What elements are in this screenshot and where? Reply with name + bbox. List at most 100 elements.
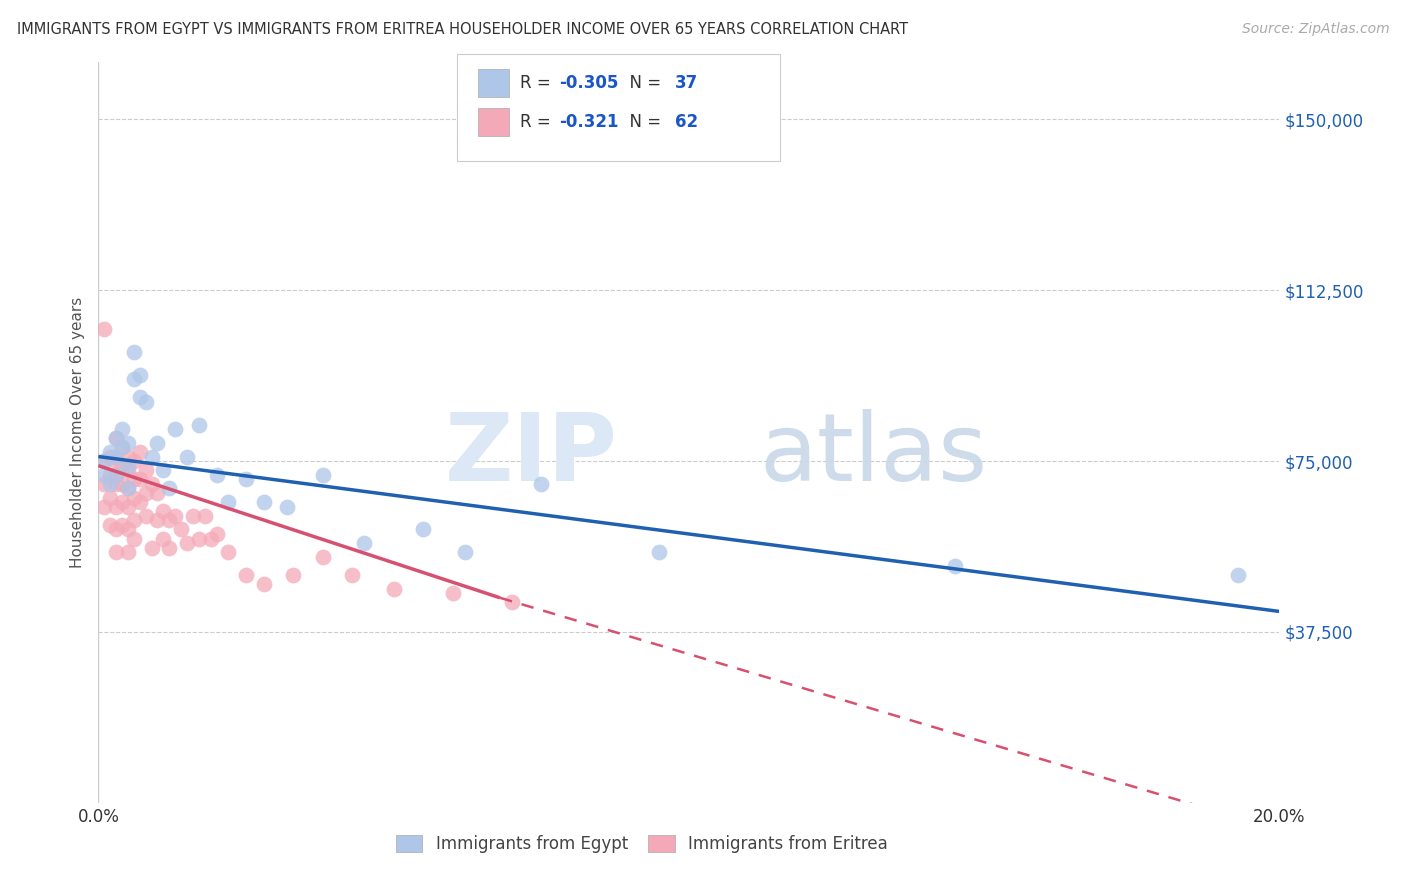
- Legend: Immigrants from Egypt, Immigrants from Eritrea: Immigrants from Egypt, Immigrants from E…: [388, 826, 896, 861]
- Point: [181, 508, 204, 523]
- Point: [122, 372, 145, 386]
- Point: [122, 344, 145, 359]
- Point: [135, 508, 157, 523]
- Point: [152, 504, 174, 518]
- Text: R =: R =: [520, 113, 557, 131]
- Point: [98, 517, 121, 532]
- Point: [105, 467, 128, 482]
- Point: [187, 417, 209, 432]
- Point: [105, 431, 128, 445]
- Point: [176, 450, 198, 464]
- Point: [441, 586, 464, 600]
- Text: ZIP: ZIP: [446, 409, 619, 500]
- Point: [128, 472, 150, 486]
- Point: [105, 500, 128, 514]
- Point: [412, 523, 434, 537]
- Text: IMMIGRANTS FROM EGYPT VS IMMIGRANTS FROM ERITREA HOUSEHOLDER INCOME OVER 65 YEAR: IMMIGRANTS FROM EGYPT VS IMMIGRANTS FROM…: [17, 22, 908, 37]
- Point: [453, 545, 475, 559]
- Point: [117, 523, 139, 537]
- Point: [141, 450, 163, 464]
- Point: [111, 422, 134, 436]
- Point: [152, 532, 174, 546]
- Point: [194, 508, 217, 523]
- Point: [141, 541, 163, 555]
- Point: [128, 495, 150, 509]
- Point: [98, 476, 121, 491]
- Point: [146, 486, 169, 500]
- Point: [353, 536, 375, 550]
- Point: [648, 545, 671, 559]
- Point: [235, 472, 257, 486]
- Point: [253, 577, 276, 591]
- Point: [117, 458, 139, 473]
- Point: [157, 482, 180, 496]
- Point: [111, 517, 134, 532]
- Point: [111, 441, 134, 455]
- Point: [111, 441, 134, 455]
- Text: 37: 37: [675, 74, 699, 92]
- Y-axis label: Householder Income Over 65 years: Householder Income Over 65 years: [69, 297, 84, 568]
- Point: [176, 536, 198, 550]
- Point: [117, 482, 139, 496]
- Point: [146, 513, 169, 527]
- Point: [105, 476, 128, 491]
- Point: [165, 422, 187, 436]
- Point: [157, 513, 180, 527]
- Point: [98, 491, 121, 505]
- Point: [217, 495, 239, 509]
- Point: [93, 467, 115, 482]
- Point: [382, 582, 405, 596]
- Point: [117, 463, 139, 477]
- Point: [501, 595, 523, 609]
- Point: [205, 527, 228, 541]
- Point: [141, 476, 163, 491]
- Point: [111, 458, 134, 473]
- Point: [170, 523, 193, 537]
- Point: [117, 545, 139, 559]
- Point: [1227, 568, 1250, 582]
- Text: -0.321: -0.321: [560, 113, 619, 131]
- Point: [93, 500, 115, 514]
- Point: [283, 568, 305, 582]
- Point: [235, 568, 257, 582]
- Text: N =: N =: [619, 113, 666, 131]
- Point: [135, 486, 157, 500]
- Point: [217, 545, 239, 559]
- Point: [122, 491, 145, 505]
- Point: [165, 508, 187, 523]
- Point: [187, 532, 209, 546]
- Point: [157, 541, 180, 555]
- Point: [122, 454, 145, 468]
- Text: atlas: atlas: [759, 409, 988, 500]
- Point: [122, 513, 145, 527]
- Point: [98, 467, 121, 482]
- Point: [98, 445, 121, 459]
- Text: Source: ZipAtlas.com: Source: ZipAtlas.com: [1241, 22, 1389, 37]
- Text: N =: N =: [619, 74, 666, 92]
- Point: [117, 450, 139, 464]
- Point: [117, 482, 139, 496]
- Point: [105, 545, 128, 559]
- Point: [146, 435, 169, 450]
- Point: [135, 463, 157, 477]
- Point: [111, 476, 134, 491]
- Point: [122, 472, 145, 486]
- Point: [312, 467, 335, 482]
- Point: [93, 322, 115, 336]
- Point: [105, 431, 128, 445]
- Point: [117, 435, 139, 450]
- Point: [122, 532, 145, 546]
- Point: [105, 450, 128, 464]
- Point: [312, 549, 335, 564]
- Point: [105, 467, 128, 482]
- Point: [93, 454, 115, 468]
- Text: -0.305: -0.305: [560, 74, 619, 92]
- Point: [93, 454, 115, 468]
- Point: [342, 568, 364, 582]
- Point: [253, 495, 276, 509]
- Point: [93, 476, 115, 491]
- Point: [111, 495, 134, 509]
- Point: [117, 500, 139, 514]
- Point: [128, 390, 150, 404]
- Text: R =: R =: [520, 74, 557, 92]
